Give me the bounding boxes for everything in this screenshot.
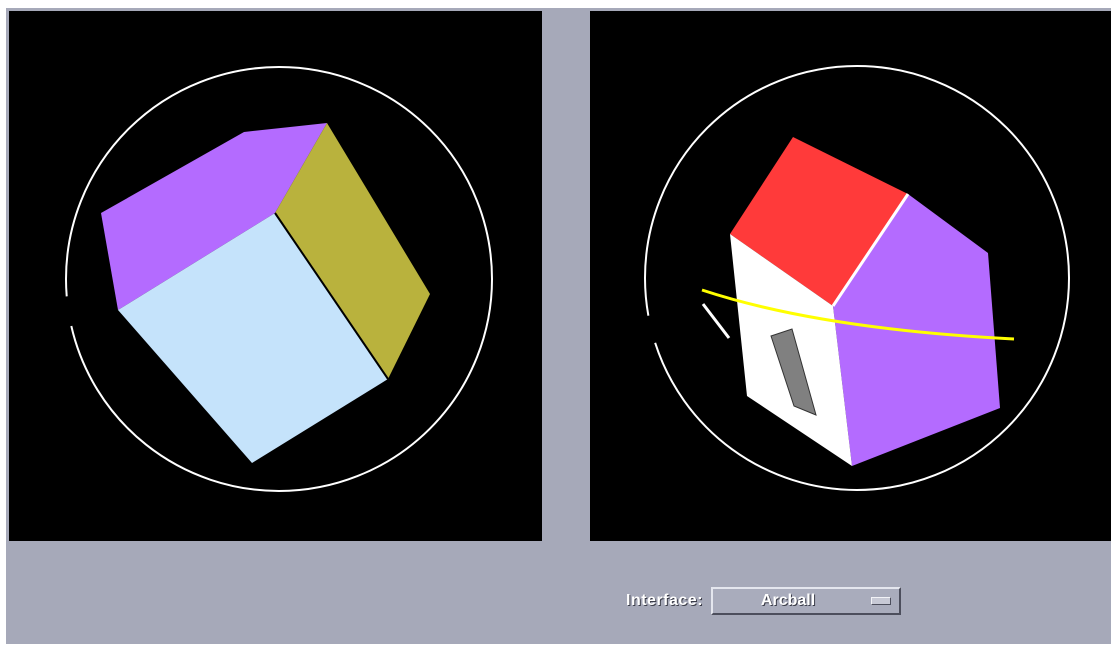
drag-start-marker: [701, 303, 731, 339]
cube-front-face: [118, 213, 388, 463]
house-side-wall: [833, 194, 1000, 466]
cube-right-face: [275, 123, 430, 379]
house-door: [770, 328, 817, 416]
interface-selected-value: Arcball: [760, 592, 816, 609]
right-scene: [644, 65, 1070, 491]
main-panel: Interface: Arcball: [6, 8, 1111, 644]
cube-edge: [274, 212, 389, 380]
left-scene: [65, 66, 493, 492]
right-3d-viewport[interactable]: [590, 11, 1111, 541]
rotation-drag-arc: [701, 288, 1015, 341]
arcball-circle-left: [65, 66, 493, 492]
interface-label: Interface:: [626, 592, 704, 609]
roof-ridge: [831, 193, 910, 307]
interface-control-row: Interface: Arcball: [626, 584, 902, 618]
option-menu-indicator-icon: [871, 597, 892, 605]
left-3d-viewport[interactable]: [9, 11, 542, 541]
arcball-circle-right: [644, 65, 1070, 491]
house-roof: [730, 137, 908, 306]
interface-select[interactable]: Arcball: [711, 587, 902, 615]
cube-top-face: [101, 123, 327, 310]
